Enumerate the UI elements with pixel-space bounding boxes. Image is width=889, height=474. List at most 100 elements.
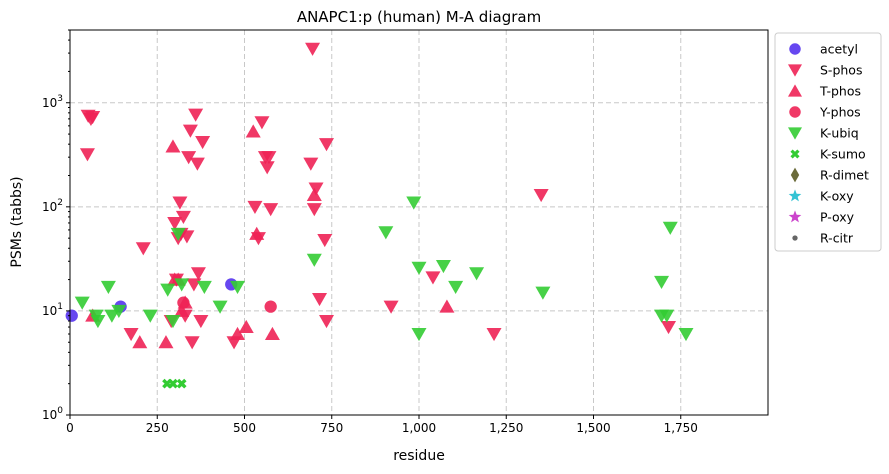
x-tick-label: 1,500 [576, 421, 610, 435]
k-ubiq-point [170, 227, 186, 241]
acetyl-point [65, 309, 78, 322]
k-ubiq-point [165, 315, 181, 329]
x-tick-label: 250 [146, 421, 169, 435]
legend-label-k-ubiq: K-ubiq [820, 126, 859, 141]
s-phos-point [383, 300, 399, 314]
k-ubiq-point [411, 261, 427, 275]
legend: acetyl S-phos T-phos Y-phos K-ubiq K-sumo R-di… [774, 32, 882, 252]
k-ubiq-point [142, 309, 158, 323]
t-phos-point [264, 326, 280, 341]
s-phos-point [305, 42, 321, 56]
s-phos-point [167, 216, 183, 231]
k-ubiq-point [411, 328, 427, 342]
y-phos-point [264, 300, 277, 313]
data-points [65, 42, 694, 389]
k-ubiq-point [212, 300, 228, 314]
x-tick-label: 1,250 [489, 421, 523, 435]
s-phos-point [254, 116, 270, 130]
k-ubiq-point [100, 280, 116, 295]
x-tick-label: 1,750 [664, 421, 698, 435]
s-phos-point [123, 328, 139, 342]
chart-title: ANAPC1:p (human) M-A diagram [297, 8, 541, 26]
t-phos-point [132, 335, 148, 349]
s-phos-point [184, 336, 200, 350]
x-tick-label: 750 [320, 421, 343, 435]
y-phos-point [177, 296, 190, 309]
s-phos-point [172, 196, 188, 210]
t-phos-point [238, 319, 254, 334]
legend-marker-r-citr [792, 235, 798, 241]
legend-label-r-dimet: R-dimet [820, 168, 869, 183]
k-ubiq-point [469, 267, 485, 281]
s-phos-point [247, 200, 263, 214]
legend-label-r-citr: R-citr [820, 231, 854, 246]
legend-marker-acetyl [789, 43, 801, 55]
k-ubiq-point [74, 296, 90, 310]
s-phos-point [312, 293, 328, 307]
x-tick-label: 500 [233, 421, 256, 435]
s-phos-point [306, 203, 322, 217]
legend-marker-r-dimet [790, 167, 800, 183]
s-phos-point [188, 108, 204, 122]
legend-label-s-phos: S-phos [820, 63, 862, 78]
legend-label-k-sumo: K-sumo [820, 147, 866, 162]
k-ubiq-point [104, 309, 120, 323]
s-phos-point [179, 230, 195, 244]
legend-marker-t-phos [788, 84, 802, 97]
s-phos-point [189, 157, 205, 171]
s-phos-point [261, 151, 277, 165]
grid [70, 30, 768, 415]
x-tick-label: 1,000 [402, 421, 436, 435]
s-phos-point [181, 151, 197, 165]
legend-marker-k-ubiq [788, 127, 802, 140]
t-phos-point [245, 124, 261, 138]
k-ubiq-point [654, 275, 670, 290]
t-phos-point [158, 335, 174, 349]
legend-marker-s-phos [788, 64, 802, 77]
s-phos-point [425, 271, 441, 285]
x-axis: 0 250 500 750 1,000 1,250 1,500 1,750 [66, 415, 698, 435]
s-phos-point [263, 203, 279, 217]
legend-label-p-oxy: P-oxy [820, 210, 855, 225]
legend-frame [774, 32, 882, 252]
k-ubiq-point [230, 280, 246, 295]
legend-label-acetyl: acetyl [820, 42, 858, 57]
s-phos-point [533, 188, 549, 203]
t-phos-point [249, 226, 265, 240]
k-ubiq-point [659, 309, 675, 323]
k-sumo-point [168, 378, 178, 389]
t-phos-point [174, 303, 190, 317]
k-ubiq-point [662, 221, 678, 235]
s-phos-point [175, 210, 191, 225]
k-ubiq-point [535, 286, 551, 300]
legend-marker-k-sumo [790, 149, 800, 159]
s-phos-point [190, 267, 206, 281]
s-phos-point [193, 315, 209, 329]
k-ubiq-point [306, 253, 322, 267]
k-ubiq-point [448, 280, 464, 295]
legend-label-t-phos: T-phos [819, 84, 861, 99]
s-phos-point [182, 124, 198, 138]
k-ubiq-point [160, 283, 176, 297]
s-phos-point [85, 110, 101, 125]
legend-marker-k-oxy [788, 189, 802, 202]
legend-marker-y-phos [789, 106, 801, 118]
k-ubiq-point [406, 196, 422, 210]
x-axis-label: residue [393, 448, 445, 464]
s-phos-point [319, 138, 335, 152]
legend-label-k-oxy: K-oxy [820, 189, 854, 204]
k-sumo-point [176, 378, 187, 389]
s-phos-point [135, 242, 151, 256]
s-phos-point [319, 315, 335, 329]
k-ubiq-point [435, 260, 451, 274]
x-tick-label: 0 [66, 421, 74, 435]
k-ubiq-point [378, 226, 394, 240]
s-phos-point [486, 328, 502, 342]
k-ubiq-point [196, 280, 212, 295]
t-phos-point [230, 326, 246, 341]
t-phos-point [439, 299, 455, 313]
k-ubiq-point [174, 278, 190, 292]
k-ubiq-point [90, 315, 106, 329]
